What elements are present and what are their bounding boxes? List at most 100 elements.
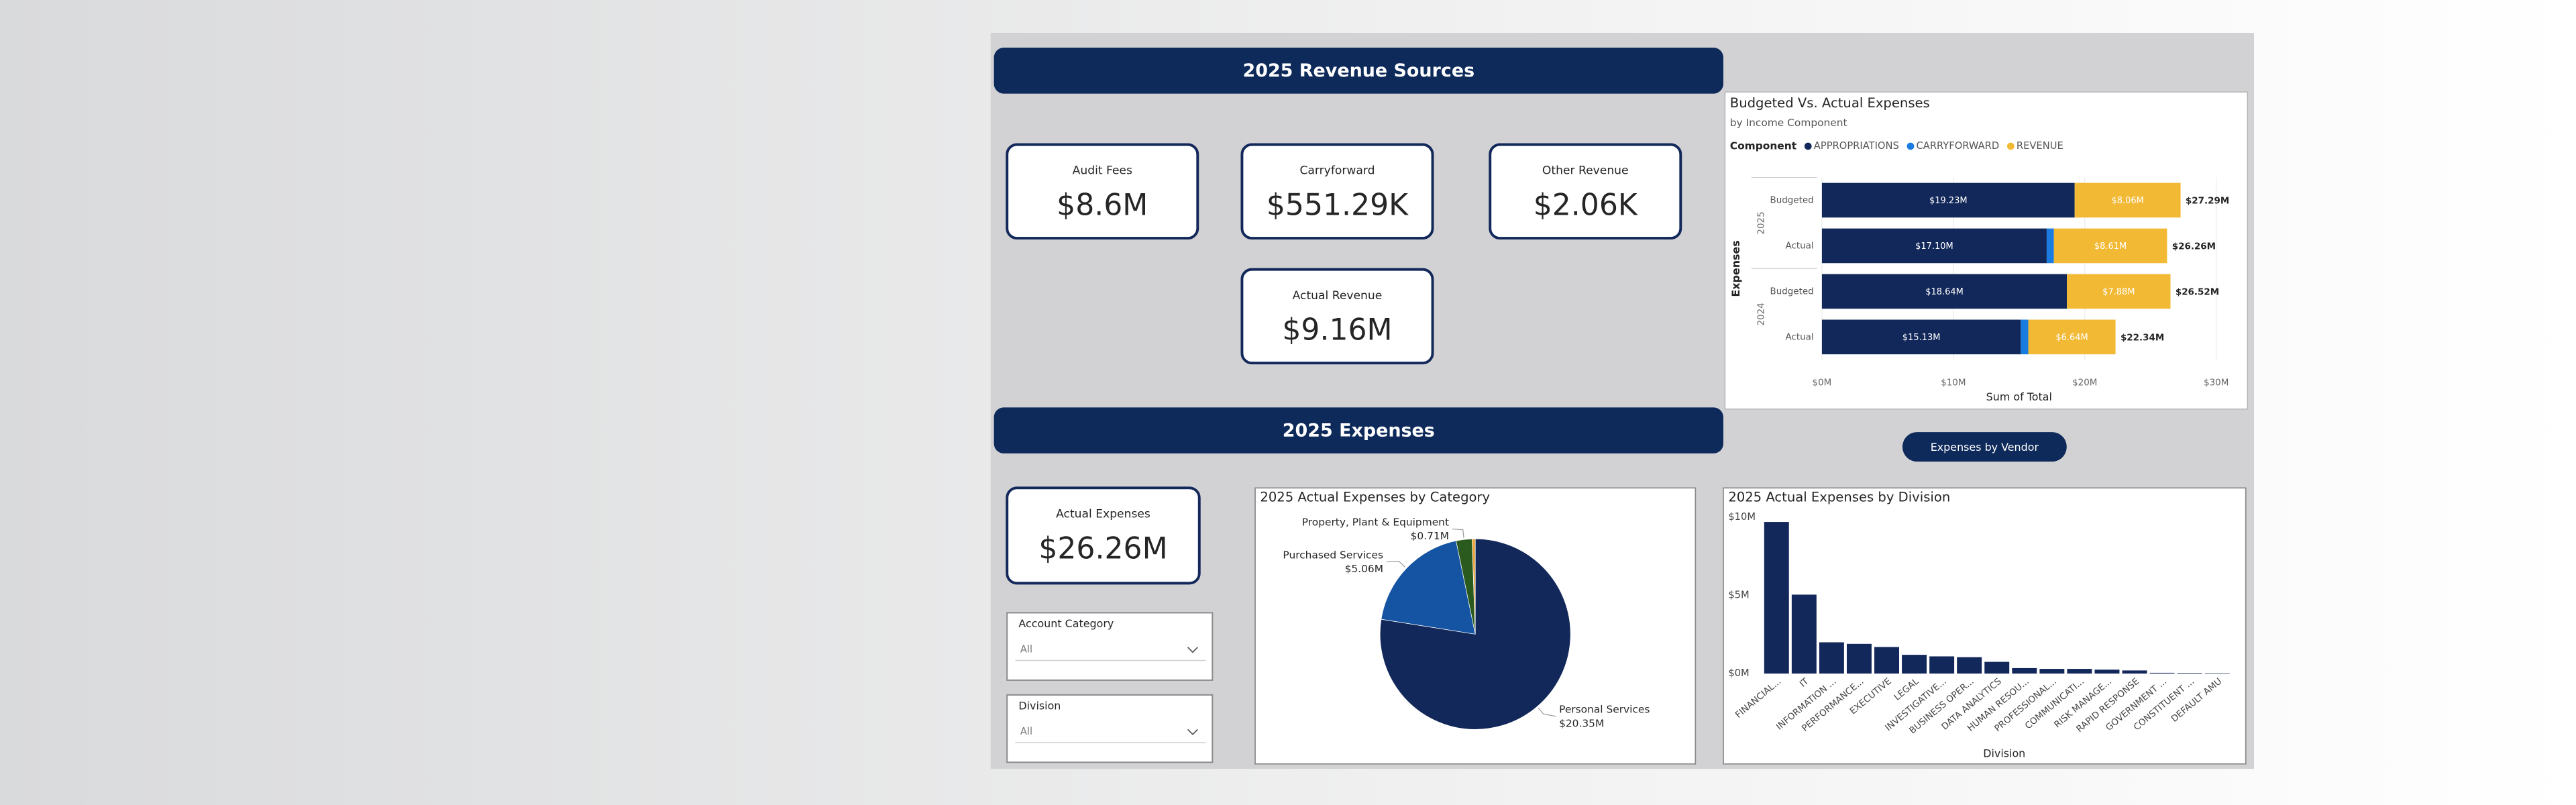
pie-slice xyxy=(1379,538,1571,730)
data-label: $17.10M xyxy=(1915,241,1953,252)
data-label: $8.61M xyxy=(2094,241,2127,252)
kpi-value: $551.29K xyxy=(1267,189,1409,223)
kpi-label: Other Revenue xyxy=(1542,164,1629,178)
section-title: 2025 Expenses xyxy=(1283,420,1435,441)
y-tick-label: Actual xyxy=(1786,332,1814,342)
chevron xyxy=(1187,729,1198,735)
data-label: $19.23M xyxy=(1929,196,1968,206)
total-label: $26.26M xyxy=(2172,242,2216,252)
kpi-value: $8.6M xyxy=(1057,189,1148,223)
bar xyxy=(2094,669,2120,674)
pie-slice xyxy=(1381,540,1476,635)
button-label[interactable]: Expenses by Vendor xyxy=(1931,441,2039,453)
legend-label: APPROPRIATIONS xyxy=(1814,140,1899,152)
kpi-label: Carryforward xyxy=(1299,164,1375,178)
pie-value-label: $0.71M xyxy=(1411,530,1449,542)
section-title: 2025 Revenue Sources xyxy=(1242,60,1474,81)
kpi-label: Audit Fees xyxy=(1073,164,1132,178)
x-tick-label: $10M xyxy=(1941,378,1966,388)
kpi-value: $9.16M xyxy=(1282,313,1392,347)
data-label: $8.06M xyxy=(2111,196,2143,206)
bar xyxy=(2012,667,2037,674)
bar xyxy=(2067,669,2092,674)
bar xyxy=(1764,522,1789,674)
bar xyxy=(1846,643,1872,674)
bar xyxy=(1902,655,1927,674)
chevron xyxy=(1187,647,1198,653)
y-axis-title: Expenses xyxy=(1729,240,1742,297)
kpi-value: $2.06K xyxy=(1534,189,1638,223)
bar xyxy=(2204,673,2230,674)
pie-label: Personal Services xyxy=(1559,703,1650,715)
button[interactable] xyxy=(1902,432,2067,462)
pie-value-label: $5.06M xyxy=(1345,563,1383,575)
bar xyxy=(1819,642,1844,674)
slicer[interactable] xyxy=(1006,612,1214,681)
chart-subtitle: by Income Component xyxy=(1730,117,1847,129)
leader-line xyxy=(1452,528,1464,538)
x-axis-title: Sum of Total xyxy=(1986,390,2052,403)
pie-label: Purchased Services xyxy=(1283,549,1383,561)
leader-line xyxy=(1386,561,1406,568)
pie-label: Property, Plant & Equipment xyxy=(1302,516,1449,528)
bar-segment xyxy=(2074,182,2181,218)
kpi-card xyxy=(1240,268,1434,365)
section-header xyxy=(994,407,1723,453)
y-tick-label: $5M xyxy=(1728,590,1749,601)
bar xyxy=(1984,661,2010,674)
slicer-label: Division xyxy=(1018,700,1061,712)
bar xyxy=(1791,594,1817,674)
bar xyxy=(2149,672,2175,674)
section-header xyxy=(994,48,1723,94)
data-label: $6.64M xyxy=(2055,333,2088,343)
bar xyxy=(2039,669,2065,674)
kpi-card xyxy=(1240,143,1434,240)
y-tick-label: Budgeted xyxy=(1770,195,1813,205)
pie-slice xyxy=(1472,538,1476,635)
bar xyxy=(1929,656,1955,674)
legend-label: REVENUE xyxy=(2017,140,2063,152)
data-label: $15.13M xyxy=(1902,333,1941,343)
x-tick-label: $20M xyxy=(2072,378,2097,388)
legend-label: CARRYFORWARD xyxy=(1917,140,2000,152)
bar-segment xyxy=(1821,274,2068,309)
slicer-label: Account Category xyxy=(1018,617,1114,630)
total-label: $26.52M xyxy=(2176,288,2219,298)
data-label: $18.64M xyxy=(1925,287,1964,297)
legend-swatch xyxy=(2006,142,2015,150)
bar-segment xyxy=(1821,319,2021,355)
bar-segment xyxy=(2067,274,2171,309)
bar xyxy=(1957,657,1982,674)
y-tick-label: Actual xyxy=(1786,241,1814,251)
chart-title: Budgeted Vs. Actual Expenses xyxy=(1730,95,1930,111)
slicer-value[interactable]: All xyxy=(1020,644,1032,655)
bar xyxy=(2122,670,2147,674)
kpi-card xyxy=(1006,486,1201,585)
kpi-label: Actual Revenue xyxy=(1293,289,1383,303)
y-tick-label: $0M xyxy=(1728,667,1749,679)
x-axis-title: Division xyxy=(1983,747,2025,760)
data-label: $7.88M xyxy=(2102,287,2135,297)
slicer[interactable] xyxy=(1006,694,1214,763)
legend-swatch xyxy=(1804,142,1812,150)
y-tick-label: $10M xyxy=(1728,511,1756,523)
bar-segment xyxy=(2021,319,2029,355)
kpi-card xyxy=(1489,143,1682,240)
bar-segment xyxy=(1821,228,2047,264)
kpi-label: Actual Expenses xyxy=(1056,508,1150,521)
leader-line xyxy=(1538,707,1556,717)
kpi-value: $26.26M xyxy=(1038,531,1167,566)
chart-title: 2025 Actual Expenses by Category xyxy=(1260,490,1490,505)
pie-value-label: $20.35M xyxy=(1559,717,1604,729)
x-tick-label: $30M xyxy=(2204,378,2229,388)
group-label: 2025 xyxy=(1756,211,1766,234)
bar-segment xyxy=(2046,228,2054,264)
bar xyxy=(2177,673,2202,674)
legend-swatch xyxy=(1907,142,1915,150)
group-label: 2024 xyxy=(1756,303,1766,325)
total-label: $22.34M xyxy=(2121,333,2164,343)
slicer-value[interactable]: All xyxy=(1020,726,1032,737)
bar-segment xyxy=(2028,319,2116,355)
